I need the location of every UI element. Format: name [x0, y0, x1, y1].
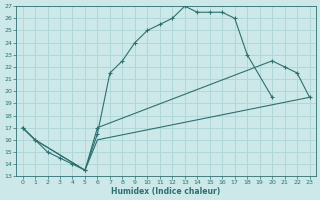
X-axis label: Humidex (Indice chaleur): Humidex (Indice chaleur) [111, 187, 221, 196]
